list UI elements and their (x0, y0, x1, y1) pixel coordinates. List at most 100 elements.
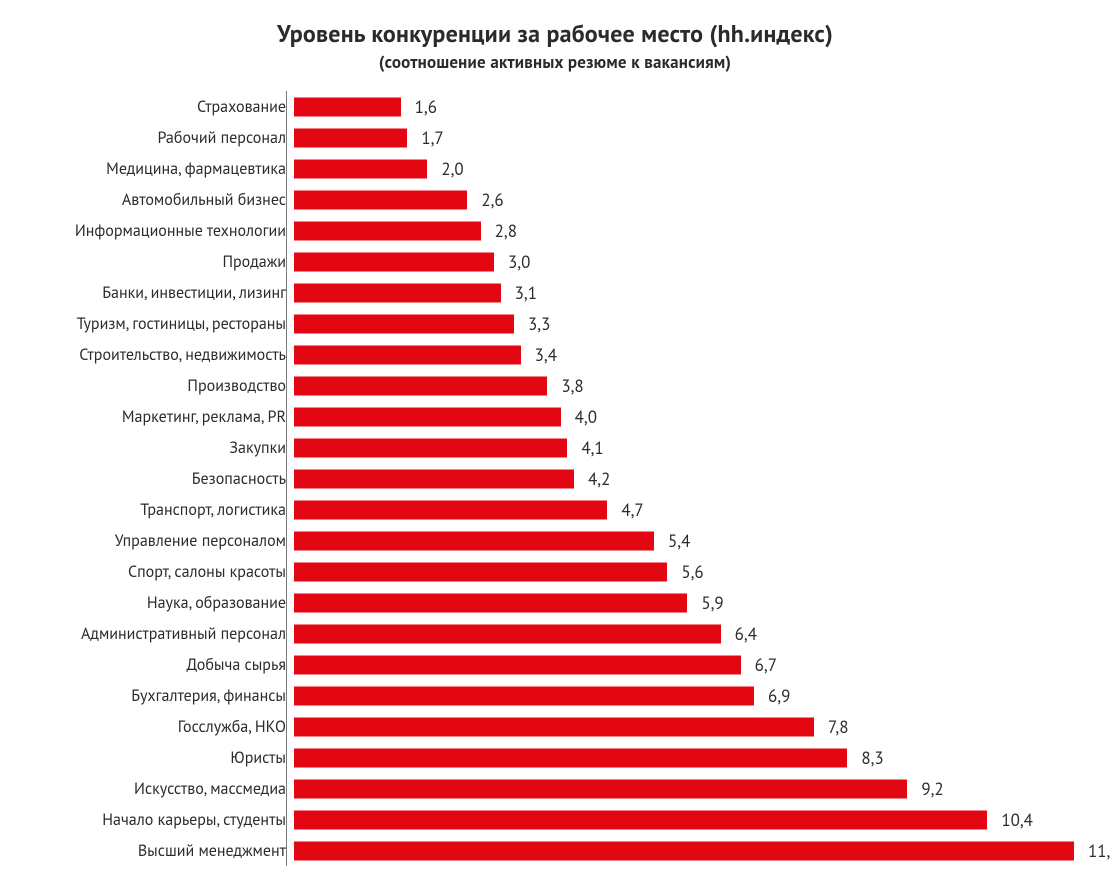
bar (294, 841, 1074, 860)
bar (294, 686, 754, 705)
bar (294, 407, 561, 426)
category-label: Банки, инвестиции, лизинг (24, 283, 294, 303)
bar-area: 3,8 (294, 370, 1086, 401)
bar-chart: Страхование1,6Рабочий персонал1,7Медицин… (24, 91, 1086, 866)
chart-row: Юристы 8,3 (24, 742, 1086, 773)
value-label: 1,6 (415, 96, 437, 118)
bar-area: 4,0 (294, 401, 1086, 432)
bar (294, 810, 987, 829)
bar-area: 2,8 (294, 215, 1086, 246)
bar (294, 128, 407, 147)
bar-area: 5,9 (294, 587, 1086, 618)
bar (294, 655, 741, 674)
bar (294, 624, 721, 643)
chart-row: Строительство, недвижимость3,4 (24, 339, 1086, 370)
chart-row: Искусство, массмедиа9,2 (24, 773, 1086, 804)
chart-row: Наука, образование5,9 (24, 587, 1086, 618)
chart-row: Рабочий персонал1,7 (24, 122, 1086, 153)
value-label: 3,8 (561, 375, 583, 397)
chart-row: Добыча сырья 6,7 (24, 649, 1086, 680)
chart-row: Закупки4,1 (24, 432, 1086, 463)
bar (294, 593, 687, 612)
chart-rows: Страхование1,6Рабочий персонал1,7Медицин… (24, 91, 1086, 866)
chart-row: Начало карьеры, студенты10,4 (24, 804, 1086, 835)
bar-area: 11,7 (294, 835, 1086, 866)
category-label: Наука, образование (24, 593, 294, 613)
value-label: 5,6 (681, 561, 703, 583)
bar-area: 1,6 (294, 91, 1086, 122)
chart-row: Транспорт, логистика 4,7 (24, 494, 1086, 525)
bar-area: 3,4 (294, 339, 1086, 370)
category-label: Госслужба, НКО (24, 717, 294, 737)
chart-title: Уровень конкуренции за рабочее место (hh… (24, 18, 1086, 49)
chart-row: Автомобильный бизнес 2,6 (24, 184, 1086, 215)
bar (294, 159, 427, 178)
value-label: 2,6 (481, 189, 503, 211)
category-label: Управление персоналом (24, 531, 294, 551)
bar (294, 469, 574, 488)
chart-row: Туризм, гостиницы, рестораны3,3 (24, 308, 1086, 339)
category-label: Продажи (24, 252, 294, 272)
chart-row: Управление персоналом 5,4 (24, 525, 1086, 556)
category-label: Высший менеджмент (24, 841, 294, 861)
category-label: Юристы (24, 748, 294, 768)
chart-row: Безопасность4,2 (24, 463, 1086, 494)
value-label: 6,4 (735, 623, 757, 645)
value-label: 3,0 (508, 251, 530, 273)
value-label: 3,1 (515, 282, 537, 304)
value-label: 2,0 (441, 158, 463, 180)
value-label: 3,4 (535, 344, 557, 366)
category-label: Страхование (24, 97, 294, 117)
bar-area: 4,7 (294, 494, 1086, 525)
bar (294, 376, 547, 395)
bar (294, 97, 401, 116)
value-label: 4,2 (588, 468, 610, 490)
bar (294, 221, 481, 240)
value-label: 4,1 (581, 437, 603, 459)
category-label: Производство (24, 376, 294, 396)
bar (294, 283, 501, 302)
category-label: Административный персонал (24, 624, 294, 644)
bar (294, 252, 494, 271)
chart-row: Информационные технологии2,8 (24, 215, 1086, 246)
bar-area: 7,8 (294, 711, 1086, 742)
value-label: 7,8 (828, 716, 849, 738)
chart-row: Медицина, фармацевтика 2,0 (24, 153, 1086, 184)
chart-container: Уровень конкуренции за рабочее место (hh… (0, 0, 1110, 896)
bar (294, 438, 567, 457)
category-label: Искусство, массмедиа (24, 779, 294, 799)
bar-area: 6,7 (294, 649, 1086, 680)
chart-row: Госслужба, НКО 7,8 (24, 711, 1086, 742)
category-label: Маркетинг, реклама, PR (24, 407, 294, 427)
category-label: Транспорт, логистика (24, 500, 294, 520)
value-label: 8,3 (861, 747, 883, 769)
value-label: 3,3 (528, 313, 550, 335)
bar (294, 345, 521, 364)
value-label: 6,9 (768, 685, 790, 707)
chart-row: Высший менеджмент11,7 (24, 835, 1086, 866)
bar-area: 8,3 (294, 742, 1086, 773)
value-label: 11,7 (1088, 840, 1110, 862)
bar-area: 3,1 (294, 277, 1086, 308)
value-label: 5,4 (668, 530, 690, 552)
value-label: 4,7 (621, 499, 643, 521)
value-label: 6,7 (755, 654, 777, 676)
bar-area: 5,4 (294, 525, 1086, 556)
chart-row: Маркетинг, реклама, PR4,0 (24, 401, 1086, 432)
bar (294, 531, 654, 550)
category-label: Добыча сырья (24, 655, 294, 675)
value-label: 10,4 (1001, 809, 1033, 831)
category-label: Автомобильный бизнес (24, 190, 294, 210)
chart-row: Административный персонал 6,4 (24, 618, 1086, 649)
bar-area: 3,0 (294, 246, 1086, 277)
bar-area: 6,9 (294, 680, 1086, 711)
category-label: Медицина, фармацевтика (24, 159, 294, 179)
chart-row: Бухгалтерия, финансы6,9 (24, 680, 1086, 711)
value-label: 2,8 (495, 220, 517, 242)
chart-row: Страхование 1,6 (24, 91, 1086, 122)
bar (294, 717, 814, 736)
bar (294, 314, 514, 333)
category-label: Рабочий персонал (24, 128, 294, 148)
bar (294, 779, 907, 798)
bar (294, 190, 467, 209)
